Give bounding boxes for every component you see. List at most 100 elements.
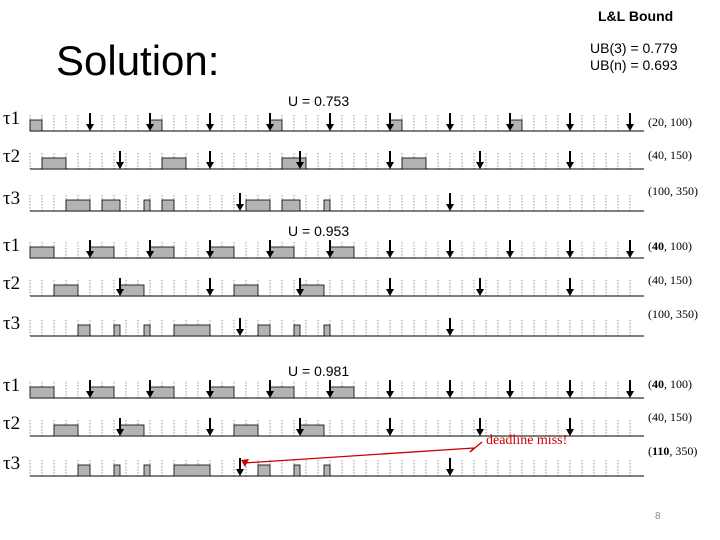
release-arrow [236, 318, 244, 336]
release-arrow [116, 278, 124, 296]
execution-block [119, 424, 145, 437]
execution-block [245, 199, 271, 212]
task-params: (40, 100) [648, 239, 692, 253]
execution-block [29, 386, 55, 399]
release-arrow [146, 113, 154, 131]
release-arrow [386, 151, 394, 169]
release-arrow [86, 380, 94, 398]
task-label: τ3 [3, 188, 21, 209]
release-arrow [296, 278, 304, 296]
release-arrow [386, 240, 394, 258]
execution-block [323, 464, 331, 477]
release-arrow [116, 418, 124, 436]
slide-title: Solution: [56, 37, 220, 84]
release-arrow [566, 151, 574, 169]
release-arrow [506, 240, 514, 258]
execution-block [77, 464, 91, 477]
execution-block [161, 199, 175, 212]
release-arrow [236, 458, 244, 476]
release-arrow [326, 113, 334, 131]
release-arrow [86, 113, 94, 131]
execution-block [293, 324, 301, 337]
utilization-label: U = 0.981 [288, 363, 350, 379]
execution-block [329, 386, 355, 399]
execution-block [113, 464, 121, 477]
release-arrow [206, 151, 214, 169]
execution-block [269, 386, 295, 399]
task-label: τ3 [3, 453, 21, 474]
execution-block [329, 246, 355, 259]
release-arrow [386, 278, 394, 296]
task-label: τ2 [3, 413, 21, 434]
execution-block [257, 464, 271, 477]
execution-block [257, 324, 271, 337]
task-params: (40, 150) [648, 410, 692, 424]
page-number: 8 [655, 511, 661, 522]
release-arrow [566, 113, 574, 131]
execution-block [173, 464, 211, 477]
utilization-label: U = 0.953 [288, 223, 350, 239]
release-arrow [266, 240, 274, 258]
execution-block [299, 424, 325, 437]
task-label: τ1 [3, 375, 21, 396]
release-arrow [326, 380, 334, 398]
task-label: τ1 [3, 235, 21, 256]
release-arrow [566, 240, 574, 258]
execution-block [161, 157, 187, 170]
release-arrow [326, 240, 334, 258]
release-arrow [266, 113, 274, 131]
task-params: (40, 150) [648, 148, 692, 162]
execution-block [209, 386, 235, 399]
release-arrow [86, 240, 94, 258]
execution-block [173, 324, 211, 337]
release-arrow [206, 240, 214, 258]
release-arrow [116, 151, 124, 169]
task-params: (20, 100) [648, 115, 692, 129]
task-params: (110, 350) [648, 444, 698, 458]
execution-block [293, 464, 301, 477]
execution-block [143, 324, 151, 337]
execution-block [29, 119, 43, 132]
execution-block [149, 386, 175, 399]
release-arrow [296, 151, 304, 169]
task-params: (100, 350) [648, 184, 698, 198]
release-arrow [626, 380, 634, 398]
release-arrow [236, 193, 244, 211]
task-label: τ2 [3, 273, 21, 294]
execution-block [143, 199, 151, 212]
release-arrow [626, 113, 634, 131]
release-arrow [206, 278, 214, 296]
task-params: (100, 350) [648, 307, 698, 321]
release-arrow [446, 380, 454, 398]
deadline-miss-annotation: deadline miss! [486, 433, 568, 448]
task-params: (40, 150) [648, 273, 692, 287]
release-arrow [506, 380, 514, 398]
execution-block [323, 199, 331, 212]
execution-block [53, 284, 79, 297]
execution-block [65, 199, 91, 212]
release-arrow [446, 318, 454, 336]
execution-block [113, 324, 121, 337]
release-arrow [446, 458, 454, 476]
release-arrow [476, 151, 484, 169]
release-arrow [566, 278, 574, 296]
release-arrow [446, 193, 454, 211]
execution-block [323, 324, 331, 337]
release-arrow [476, 418, 484, 436]
release-arrow [506, 113, 514, 131]
release-arrow [206, 418, 214, 436]
task-params: (40, 100) [648, 377, 692, 391]
release-arrow [476, 278, 484, 296]
ubn-value: UB(n) = 0.693 [590, 57, 678, 73]
release-arrow [146, 380, 154, 398]
execution-block [119, 284, 145, 297]
task-label: τ2 [3, 146, 21, 167]
task-label: τ1 [3, 108, 21, 129]
execution-block [149, 246, 175, 259]
execution-block [401, 157, 427, 170]
release-arrow [566, 380, 574, 398]
ub3-value: UB(3) = 0.779 [590, 40, 678, 56]
release-arrow [446, 113, 454, 131]
execution-block [41, 157, 67, 170]
